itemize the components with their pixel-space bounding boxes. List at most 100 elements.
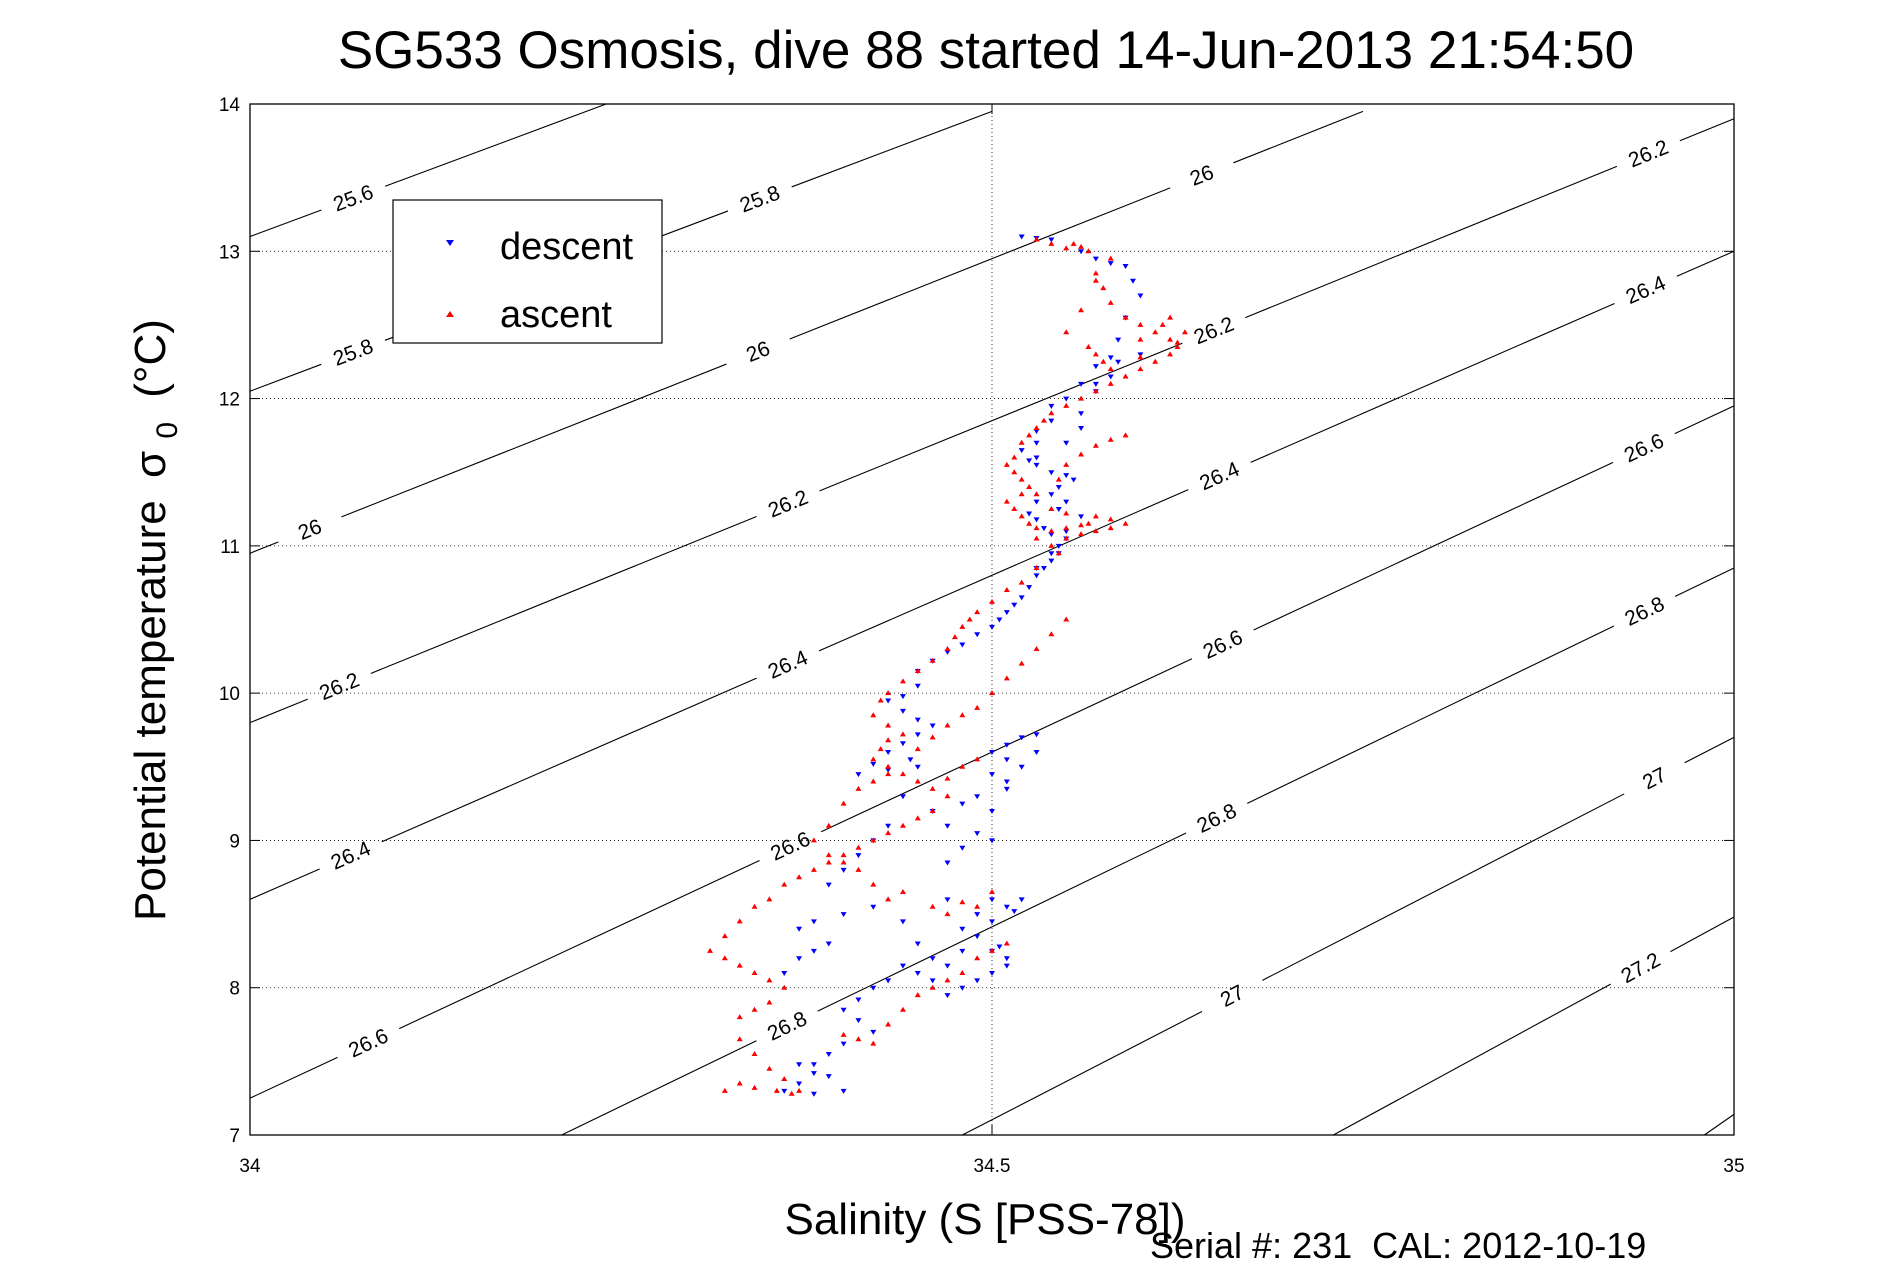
ascent-point [1003, 461, 1010, 467]
ascent-point [1063, 525, 1070, 531]
descent-point [1055, 543, 1062, 549]
ascent-point [1174, 344, 1181, 350]
descent-point [855, 853, 862, 859]
descent-point [1033, 732, 1040, 738]
contour-line [819, 342, 1183, 492]
contour-label: 25.8 [737, 181, 783, 217]
y-tick-label: 9 [229, 831, 240, 852]
ascent-point [1078, 531, 1085, 537]
ascent-point [796, 1087, 803, 1093]
ascent-point [914, 778, 921, 784]
ascent-point [989, 888, 995, 894]
descent-point [1003, 963, 1010, 969]
ascent-point [1018, 660, 1025, 666]
ascent-point [1122, 373, 1129, 379]
descent-point [855, 1018, 862, 1024]
descent-point [1055, 484, 1062, 490]
ascent-point [1100, 358, 1107, 364]
contour-line [249, 698, 308, 724]
ascent-point [736, 1014, 743, 1020]
ascent-point [1137, 366, 1144, 372]
ascent-point [1137, 336, 1144, 342]
descent-point [1003, 610, 1010, 616]
ascent-point [855, 1036, 862, 1042]
descent-point [959, 845, 966, 851]
contour-line [249, 363, 322, 392]
ascent-point [877, 697, 884, 703]
descent-point [810, 919, 817, 925]
contour-line [817, 832, 1187, 1012]
descent-point [1078, 249, 1085, 255]
ascent-point [1085, 344, 1092, 350]
descent-point [1033, 573, 1040, 579]
ascent-point [885, 722, 892, 728]
descent-point [1026, 511, 1033, 517]
descent-point [885, 823, 892, 829]
ascent-point [959, 763, 966, 769]
contour-line [1676, 250, 1735, 277]
descent-point [825, 882, 832, 888]
ascent-point [914, 815, 921, 821]
ascent-point [855, 866, 862, 872]
ascent-point [944, 775, 951, 781]
descent-point [1003, 779, 1010, 785]
descent-point [899, 694, 906, 700]
ascent-point [781, 881, 788, 887]
descent-point [974, 912, 981, 918]
ascent-point [1092, 513, 1099, 519]
contour-label: 26.4 [328, 837, 375, 875]
y-axis-label: Potential temperature [126, 500, 175, 921]
descent-point [1122, 264, 1129, 270]
ascent-point [1122, 314, 1129, 320]
descent-point [840, 867, 847, 873]
descent-point [825, 941, 832, 947]
contour-line [1674, 405, 1735, 435]
contour-line [1333, 983, 1611, 1136]
y-tick-label: 11 [220, 537, 240, 558]
descent-point [870, 985, 877, 991]
ascent-point [870, 756, 877, 762]
y-tick-label: 10 [219, 684, 240, 705]
ascent-point [788, 1090, 795, 1096]
descent-point [929, 978, 936, 984]
descent-point [796, 956, 803, 962]
ascent-point [944, 645, 951, 651]
contour-line [962, 1011, 1203, 1136]
ascent-point [1018, 491, 1025, 497]
ascent-point [1033, 564, 1040, 570]
ascent-point [944, 911, 951, 917]
descent-point [914, 732, 921, 738]
y-tick-label: 14 [219, 95, 241, 116]
ascent-point [1070, 240, 1077, 246]
ascent-point [1048, 240, 1055, 246]
descent-point [1078, 426, 1085, 432]
descent-point [1048, 403, 1055, 409]
ascent-point [870, 1040, 877, 1046]
ascent-point [1137, 354, 1144, 360]
ascent-series [707, 236, 1188, 1096]
contour-label: 26 [1187, 161, 1217, 191]
contour-line [249, 541, 279, 554]
contour-line [384, 103, 607, 187]
contour-label: 26.2 [1191, 313, 1238, 350]
ascent-point [751, 969, 758, 975]
x-tick-label: 34 [239, 1156, 261, 1177]
ascent-point [1003, 587, 1010, 593]
contour-line [561, 1040, 757, 1136]
ascent-point [1092, 351, 1099, 357]
ascent-point [929, 984, 936, 990]
ascent-point [1011, 506, 1018, 512]
descent-point [870, 904, 877, 910]
descent-point [1033, 517, 1040, 523]
descent-point [825, 1051, 832, 1057]
ascent-point [1107, 525, 1114, 531]
descent-point [989, 919, 995, 925]
descent-point [1040, 565, 1047, 571]
ascent-point [810, 837, 817, 843]
descent-point [1040, 526, 1047, 532]
y-axis-label-group: Potential temperature σ 0 (°C) [126, 319, 184, 921]
ascent-point [989, 598, 995, 604]
x-tick-label: 34.5 [974, 1156, 1011, 1177]
legend-descent-marker [446, 240, 454, 246]
descent-point [914, 717, 921, 723]
